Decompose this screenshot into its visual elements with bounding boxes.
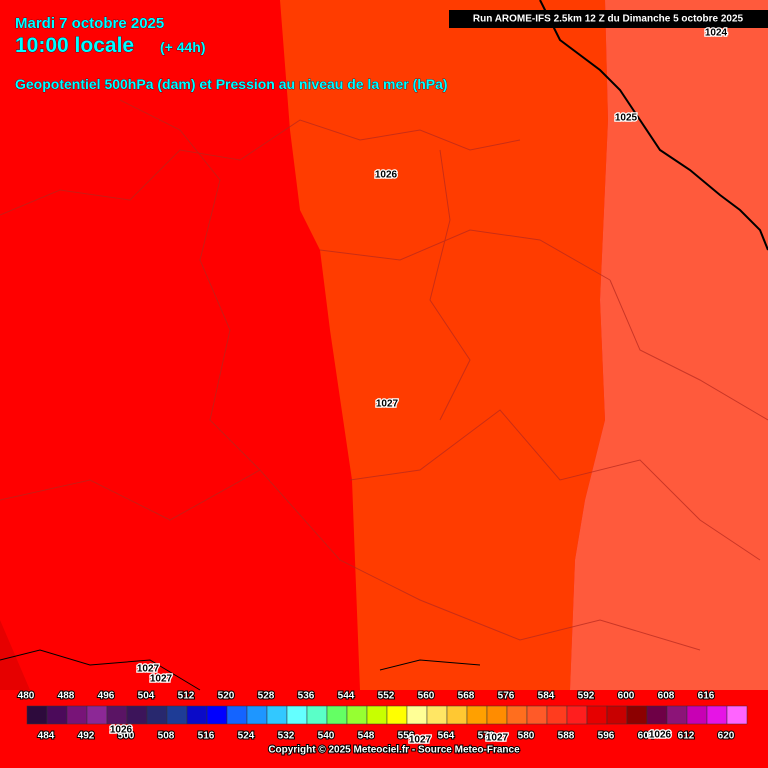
isobar-label: 1027 — [376, 399, 399, 410]
isobar-label: 1025 — [615, 113, 638, 124]
isobar-label: 1026 — [110, 725, 133, 736]
color-swatch — [206, 705, 228, 725]
scale-label: 608 — [658, 691, 675, 702]
region-borders — [0, 99, 768, 651]
scale-label: 560 — [418, 691, 435, 702]
scale-label: 532 — [278, 731, 295, 742]
scale-label: 540 — [318, 731, 335, 742]
run-banner — [449, 10, 768, 28]
color-swatch — [246, 705, 268, 725]
color-swatch — [666, 705, 688, 725]
scale-label: 588 — [558, 731, 575, 742]
field-584 — [280, 0, 608, 690]
scale-label: 528 — [258, 691, 275, 702]
color-swatch — [606, 705, 628, 725]
scale-label: 556 — [398, 731, 415, 742]
scale-label: 616 — [698, 691, 715, 702]
scale-label: 596 — [598, 731, 615, 742]
copyright: Copyright © 2025 Meteociel.fr - Source M… — [268, 745, 520, 756]
color-swatch — [566, 705, 588, 725]
color-swatch — [146, 705, 168, 725]
date: Mardi 7 octobre 2025 — [15, 15, 164, 32]
color-swatch — [706, 705, 728, 725]
color-swatch — [126, 705, 148, 725]
color-swatch — [446, 705, 468, 725]
scale-label: 500 — [118, 731, 135, 742]
scale-label: 544 — [338, 691, 355, 702]
scale-label: 592 — [578, 691, 595, 702]
color-swatch — [266, 705, 288, 725]
scale-label: 492 — [78, 731, 95, 742]
scale-label: 488 — [58, 691, 75, 702]
color-swatch — [546, 705, 568, 725]
scale-label: 484 — [38, 731, 55, 742]
color-swatch — [386, 705, 408, 725]
scale-label: 572 — [478, 731, 495, 742]
scale-label: 508 — [158, 731, 175, 742]
color-swatch — [506, 705, 528, 725]
color-swatch — [186, 705, 208, 725]
color-swatch — [726, 705, 748, 725]
run-info: Run AROME-IFS 2.5km 12 Z du Dimanche 5 o… — [473, 14, 744, 25]
scale-label: 552 — [378, 691, 395, 702]
coastline — [0, 649, 481, 691]
color-swatch — [426, 705, 448, 725]
isobar-label: 1027 — [486, 733, 509, 744]
scale-label: 620 — [718, 731, 735, 742]
scale-label: 604 — [638, 731, 655, 742]
scale-label: 584 — [538, 691, 555, 702]
color-swatch — [466, 705, 488, 725]
color-swatch — [406, 705, 428, 725]
isobar-label: 1027 — [409, 735, 432, 746]
isobar-label: 1024 — [705, 28, 728, 39]
country-border — [539, 0, 768, 251]
scale-label: 524 — [238, 731, 255, 742]
field-592 — [0, 620, 30, 690]
color-swatch — [586, 705, 608, 725]
color-scale: 480 484 488 492 496 500 504 508 512 516 520 524 528 5… — [17, 690, 748, 743]
color-swatch — [326, 705, 348, 725]
color-swatch — [226, 705, 248, 725]
color-swatch — [106, 705, 128, 725]
isobar-label: 1027 — [150, 674, 173, 685]
color-swatch — [306, 705, 328, 725]
scale-label: 600 — [618, 691, 635, 702]
isobar-label: 1027 — [137, 664, 160, 675]
color-swatch — [66, 705, 88, 725]
color-swatch — [526, 705, 548, 725]
lead-time: (+ 44h) — [160, 39, 206, 55]
color-swatch — [46, 705, 68, 725]
scale-label: 504 — [138, 691, 155, 702]
color-swatch — [346, 705, 368, 725]
scale-label: 612 — [678, 731, 695, 742]
scale-label: 576 — [498, 691, 515, 702]
subtitle: Geopotentiel 500hPa (dam) et Pression au… — [15, 76, 448, 92]
isobar-label: 1026 — [649, 730, 672, 741]
scale-label: 548 — [358, 731, 375, 742]
color-swatch — [486, 705, 508, 725]
color-swatch — [646, 705, 668, 725]
time: 10:00 locale — [15, 34, 134, 57]
field-580 — [570, 0, 768, 690]
scale-label: 496 — [98, 691, 115, 702]
color-swatch — [286, 705, 308, 725]
scale-label: 512 — [178, 691, 195, 702]
color-swatch — [366, 705, 388, 725]
scale-label: 480 — [18, 691, 35, 702]
color-swatch — [686, 705, 708, 725]
scale-label: 536 — [298, 691, 315, 702]
scale-label: 580 — [518, 731, 535, 742]
scale-label: 520 — [218, 691, 235, 702]
isobar-label: 1026 — [375, 170, 398, 181]
color-swatch — [26, 705, 48, 725]
scale-label: 564 — [438, 731, 455, 742]
color-swatch — [86, 705, 108, 725]
scale-label: 516 — [198, 731, 215, 742]
color-swatch — [626, 705, 648, 725]
color-swatch — [166, 705, 188, 725]
scale-label: 568 — [458, 691, 475, 702]
